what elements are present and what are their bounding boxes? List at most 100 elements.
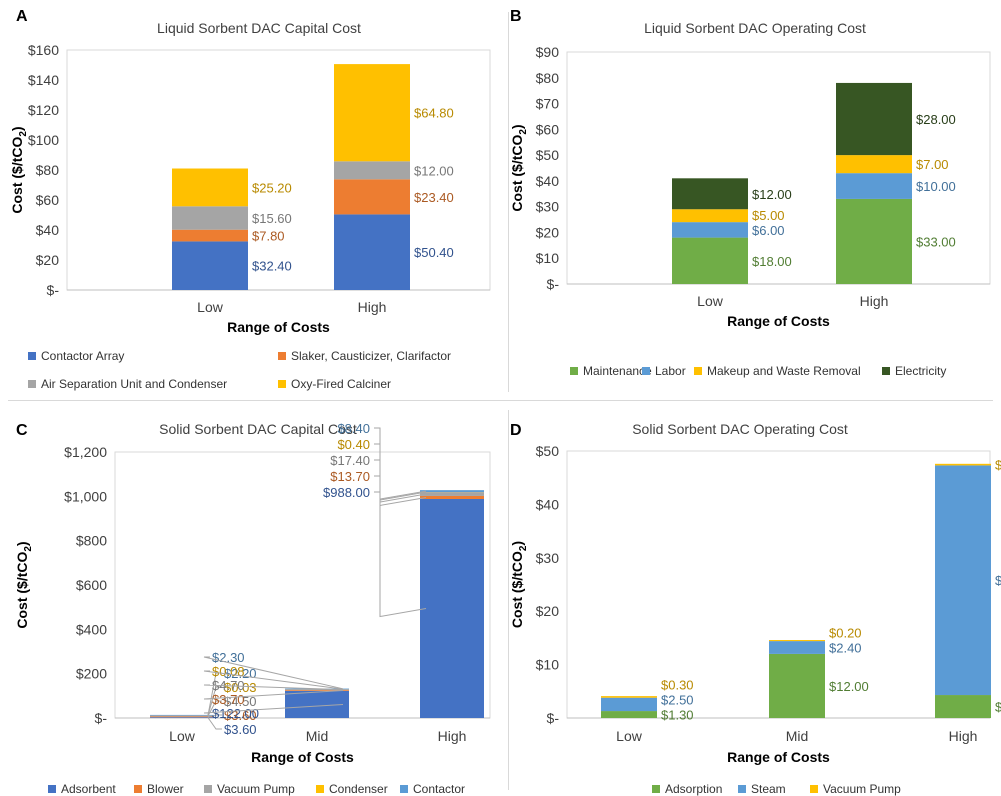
bar-segment	[601, 711, 657, 718]
bar-segment	[334, 64, 410, 162]
bar-segment	[334, 214, 410, 290]
data-label: $0.20	[829, 626, 862, 641]
leader-line	[203, 656, 344, 690]
data-label: $15.60	[252, 211, 292, 226]
panel-b: B Liquid Sorbent DAC Operating Cost $- $10…	[500, 0, 1001, 400]
data-label: $17.40	[330, 453, 370, 468]
chart-a: Liquid Sorbent DAC Capital Cost $- $20 $40 $…	[9, 20, 491, 335]
chart-c: Solid Sorbent DAC Capital Cost $- $200 $400…	[14, 421, 491, 765]
legend-item: Makeup and Waste Removal	[694, 364, 861, 378]
bar-segment	[836, 173, 912, 199]
y-tick-label: $200	[76, 666, 107, 682]
legend-swatch	[278, 352, 286, 360]
legend-item: Maintenance	[570, 364, 652, 378]
data-label: $6.00	[752, 223, 785, 238]
y-tick-label: $80	[536, 70, 560, 86]
legend-swatch	[278, 380, 286, 388]
y-tick-label: $60	[36, 192, 60, 208]
bar-segment	[420, 498, 484, 718]
leader-line	[374, 491, 427, 618]
bar-segment	[672, 237, 748, 284]
y-tick-label: $-	[547, 710, 560, 726]
legend-swatch	[882, 367, 890, 375]
bar-segment	[769, 640, 825, 642]
y-tick-label: $-	[95, 710, 108, 726]
x-axis-title: Range of Costs	[251, 749, 354, 765]
bar-segment	[935, 695, 991, 718]
y-tick-label: $10	[536, 250, 560, 266]
legend-label: Blower	[147, 782, 184, 796]
y-tick-label: $40	[36, 222, 60, 238]
bar-segment	[150, 717, 214, 718]
y-axis-title: Cost ($/tCO2)	[14, 541, 34, 628]
bar-segment	[150, 715, 214, 717]
y-tick-label: $80	[36, 162, 60, 178]
legend-swatch	[570, 367, 578, 375]
y-axis-title: Cost ($/tCO2)	[9, 126, 29, 213]
bar-segment	[420, 492, 484, 496]
legend-swatch	[694, 367, 702, 375]
x-tick-label: High	[860, 293, 889, 309]
legend-item: Electricity	[882, 364, 946, 378]
legend-swatch	[204, 785, 212, 793]
legend-item: Contactor	[400, 782, 465, 796]
data-label: $13.70	[330, 469, 370, 484]
legend-item: Vacuum Pump	[204, 782, 295, 796]
panel-letter: B	[510, 8, 522, 25]
bar-segment	[935, 463, 991, 466]
bar-segment	[836, 82, 912, 156]
y-tick-label: $60	[536, 121, 560, 137]
legend-label: Makeup and Waste Removal	[707, 364, 861, 378]
data-label: $7.80	[252, 229, 285, 244]
data-label: $0.30	[661, 678, 694, 693]
y-tick-label: $1,200	[64, 444, 107, 460]
y-tick-label: $1,000	[64, 488, 107, 504]
bar-segment	[672, 209, 748, 223]
data-label: $122.00	[212, 706, 259, 721]
legend-label: Air Separation Unit and Condenser	[41, 377, 228, 391]
chart-title: Liquid Sorbent DAC Operating Cost	[644, 20, 866, 36]
legend-label: Contactor Array	[41, 349, 125, 363]
bar-segment	[769, 641, 825, 654]
leader-line	[207, 686, 222, 716]
data-label: $1.30	[661, 708, 694, 723]
legend-swatch	[810, 785, 818, 793]
bar-segment	[172, 206, 248, 230]
data-label: $988.00	[323, 485, 370, 500]
y-tick-label: $160	[28, 42, 59, 58]
legend-label: Oxy-Fired Calciner	[291, 377, 392, 391]
legend-swatch	[28, 352, 36, 360]
x-tick-label: High	[949, 728, 978, 744]
legend-swatch	[400, 785, 408, 793]
bar-segment	[601, 697, 657, 712]
legend-swatch	[48, 785, 56, 793]
legend-label: Adsorbent	[61, 782, 116, 796]
bar-segment	[285, 689, 349, 691]
data-label: $2.30	[212, 650, 245, 665]
bar-segment	[172, 168, 248, 207]
legend-item: Adsorption	[652, 782, 722, 796]
legend-label: Maintenance	[583, 364, 652, 378]
legend-label: Adsorption	[665, 782, 723, 796]
data-label: $3.60	[224, 722, 257, 737]
legend-swatch	[134, 785, 142, 793]
bar-segment	[150, 716, 214, 718]
leader-line	[207, 717, 222, 730]
legend-label: Slaker, Causticizer, Clarifactor	[291, 349, 452, 363]
bar-segment	[172, 229, 248, 242]
legend-swatch	[316, 785, 324, 793]
panel-letter: D	[510, 422, 522, 439]
bar-segment	[769, 653, 825, 718]
y-tick-label: $70	[536, 96, 560, 112]
bar-segment	[836, 155, 912, 174]
y-tick-label: $40	[536, 496, 560, 512]
legend-item: Labor	[642, 364, 686, 378]
panel-d: D Solid Sorbent DAC Operating Cost $- $10 $…	[500, 400, 1001, 796]
data-label: $64.80	[414, 106, 454, 121]
y-tick-label: $20	[536, 224, 560, 240]
leader-line	[374, 475, 427, 507]
leader-line	[207, 700, 222, 717]
x-axis-title: Range of Costs	[227, 319, 330, 335]
bar-segment	[172, 241, 248, 290]
x-tick-label: Low	[616, 728, 643, 744]
